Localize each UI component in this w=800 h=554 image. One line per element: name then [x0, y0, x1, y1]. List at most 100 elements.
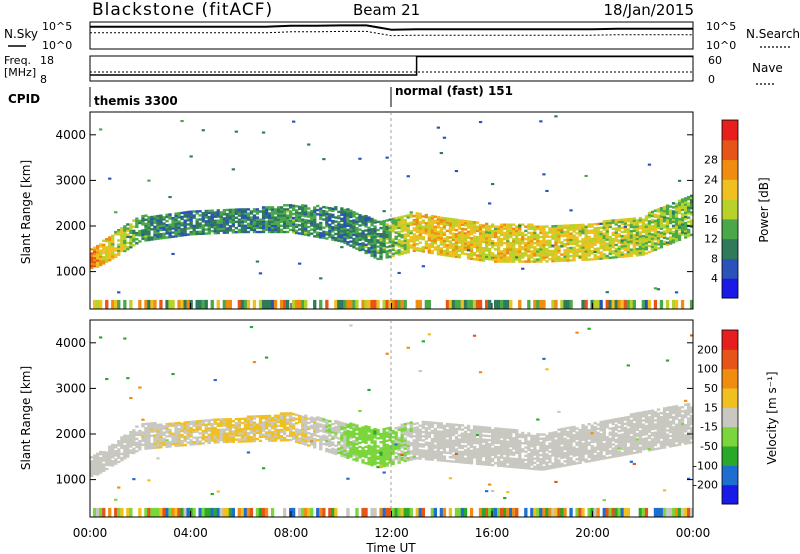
echo-cell [325, 443, 329, 447]
echo-cell [481, 463, 486, 466]
echo-cell [358, 435, 362, 438]
echo-cell [680, 223, 685, 226]
echo-cell [418, 223, 422, 226]
echo-cell [310, 416, 314, 419]
echo-cell [503, 252, 507, 255]
echo-cell [406, 434, 410, 437]
echo-cell [409, 433, 413, 437]
echo-cell [469, 431, 474, 434]
echo-cell [108, 236, 112, 239]
echo-cell [292, 437, 296, 440]
echo-cell [264, 433, 269, 436]
echo-cell [310, 424, 314, 428]
echo-cell [400, 456, 404, 459]
echo-cell [506, 436, 510, 439]
echo-cell [494, 439, 498, 442]
echo-cell [331, 215, 335, 219]
echo-cell [418, 227, 422, 230]
echo-cell [261, 206, 266, 209]
echo-cell [527, 434, 531, 437]
near-range-cell [201, 299, 205, 309]
echo-cell [207, 421, 211, 424]
echo-cell [304, 208, 308, 212]
echo-cell [355, 233, 359, 236]
echo-cell [500, 252, 504, 255]
echo-cell [201, 214, 205, 217]
echo-cell [436, 446, 440, 450]
echo-cell [515, 252, 519, 255]
echo-cell [340, 229, 344, 233]
echo-cell [343, 447, 347, 450]
echo-cell [243, 212, 248, 215]
echo-cell [180, 425, 184, 429]
echo-cell [93, 470, 97, 474]
echo-cell [370, 435, 374, 438]
echo-cell [572, 246, 576, 250]
echo-cell [391, 230, 395, 233]
echo-cell [677, 218, 682, 221]
echo-cell [310, 212, 314, 215]
echo-cell [530, 442, 534, 446]
echo-cell [545, 243, 549, 247]
echo-cell [430, 217, 434, 220]
echo-cell [105, 453, 109, 456]
echo-cell [249, 220, 254, 223]
echo-cell [273, 208, 278, 211]
echo-cell [566, 251, 570, 254]
echo-cell [454, 255, 459, 258]
echo-cell [481, 230, 486, 233]
echo-cell [210, 431, 214, 434]
echo-cell [412, 233, 416, 236]
echo-cell [656, 237, 661, 240]
echo-cell [415, 214, 419, 217]
echo-cell [301, 212, 305, 215]
echo-cell [409, 229, 413, 233]
echo-cell [370, 464, 374, 467]
echo-cell [156, 442, 160, 445]
echo-cell [261, 417, 266, 420]
echo-cell [352, 215, 356, 218]
echo-cell [331, 443, 335, 446]
echo-cell [201, 442, 205, 445]
echo-cell [638, 227, 642, 230]
scatter-cell [99, 336, 103, 339]
near-range-cell [144, 507, 148, 517]
echo-cell [497, 458, 501, 461]
echo-cell [602, 226, 606, 229]
echo-cell [225, 229, 229, 232]
echo-cell [638, 251, 642, 255]
echo-cell [249, 429, 254, 433]
echo-cell [370, 453, 374, 457]
echo-cell [539, 250, 543, 253]
echo-cell [231, 426, 235, 429]
echo-cell [370, 429, 374, 432]
echo-cell [343, 445, 347, 448]
echo-cell [313, 423, 317, 426]
echo-cell [460, 219, 465, 222]
echo-cell [322, 434, 326, 437]
echo-cell [349, 453, 353, 456]
echo-cell [512, 430, 516, 434]
echo-cell [515, 254, 519, 257]
echo-cell [454, 436, 459, 439]
echo-cell [162, 234, 166, 237]
echo-cell [352, 229, 356, 232]
echo-cell [213, 229, 217, 233]
echo-cell [310, 224, 314, 227]
echo-cell [557, 255, 561, 258]
echo-cell [524, 248, 528, 251]
echo-cell [469, 429, 474, 432]
echo-cell [632, 225, 636, 228]
echo-cell [249, 437, 254, 441]
near-range-cell [632, 299, 636, 309]
echo-cell [427, 423, 431, 426]
echo-cell [180, 234, 184, 237]
echo-cell [641, 237, 645, 240]
near-range-cell [228, 507, 232, 517]
echo-cell [500, 233, 504, 237]
echo-cell [264, 431, 269, 434]
echo-cell [445, 441, 450, 444]
echo-cell [674, 237, 679, 241]
echo-cell [611, 221, 615, 224]
echo-cell [210, 425, 214, 428]
